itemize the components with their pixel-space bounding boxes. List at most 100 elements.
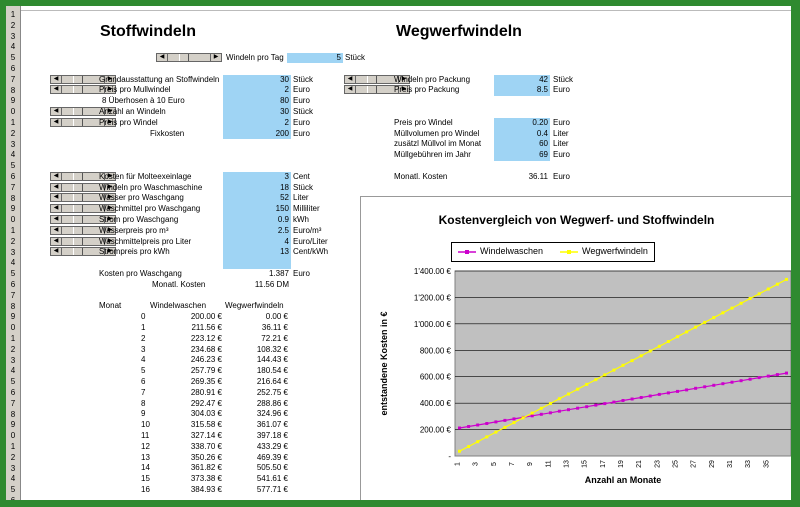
row-number: 2 xyxy=(10,20,16,30)
y-tick-label: 600.00 € xyxy=(420,373,452,382)
right-block1-scroll-0[interactable]: ◀ ▶ xyxy=(344,74,410,84)
kosten-pro-waschgang-value: 1.387 xyxy=(268,269,289,278)
series-marker-1 xyxy=(576,387,580,391)
scroll-left-icon[interactable]: ◀ xyxy=(345,86,356,94)
scroll-right-icon[interactable]: ▶ xyxy=(104,205,115,213)
scroll-thumb[interactable] xyxy=(73,86,83,94)
scroll-left-icon[interactable]: ◀ xyxy=(345,75,356,83)
table-row-monat: 13 xyxy=(141,452,150,462)
cost-chart[interactable]: Kostenvergleich von Wegwerf- und Stoffwi… xyxy=(360,196,791,500)
scroll-left-icon[interactable]: ◀ xyxy=(51,172,62,180)
scroll-right-icon[interactable]: ▶ xyxy=(104,237,115,245)
left-block2-scroll-3[interactable]: ◀ ▶ xyxy=(50,204,116,214)
row-number: 6 xyxy=(10,172,16,181)
scroll-right-icon[interactable]: ▶ xyxy=(104,172,115,180)
left-block2-label: Strompreis pro kWh xyxy=(99,247,170,257)
scroll-right-icon[interactable]: ▶ xyxy=(104,226,115,234)
scroll-thumb[interactable] xyxy=(73,75,83,83)
left-block2-scroll-5[interactable]: ◀ ▶ xyxy=(50,225,116,235)
row-number: 6 xyxy=(10,388,16,397)
scroll-left-icon[interactable]: ◀ xyxy=(51,108,62,115)
scroll-left-icon[interactable]: ◀ xyxy=(157,54,168,61)
left-block2-value: 150 xyxy=(275,204,289,214)
left-block2-scroll-2[interactable]: ◀ ▶ xyxy=(50,193,116,203)
scroll-left-icon[interactable]: ◀ xyxy=(51,75,62,83)
scroll-left-icon[interactable]: ◀ xyxy=(51,194,62,202)
table-row-monat: 16 xyxy=(141,485,150,494)
left-block2-label: Windeln pro Waschmaschine xyxy=(99,182,203,192)
scroll-right-icon[interactable]: ▶ xyxy=(104,86,115,94)
scroll-thumb[interactable] xyxy=(73,108,83,115)
table-row-stoff: 246.23 € xyxy=(190,355,222,365)
x-tick-label: 3 xyxy=(473,462,480,466)
scroll-thumb[interactable] xyxy=(73,205,83,213)
scroll-right-icon[interactable]: ▶ xyxy=(104,108,115,115)
scroll-right-icon[interactable]: ▶ xyxy=(104,248,115,256)
scroll-thumb[interactable] xyxy=(73,183,83,191)
left-block1-scroll-3[interactable]: ◀ ▶ xyxy=(50,107,116,116)
series-marker-1 xyxy=(694,325,698,329)
scroll-thumb[interactable] xyxy=(367,86,377,94)
row-number: 9 xyxy=(10,96,16,106)
scroll-right-icon[interactable]: ▶ xyxy=(104,216,115,223)
kosten-pro-waschgang-label: Kosten pro Waschgang xyxy=(99,269,182,278)
series-marker-1 xyxy=(785,277,788,281)
scroll-thumb[interactable] xyxy=(73,172,83,180)
left-block1-scroll-0[interactable]: ◀ ▶ xyxy=(50,74,116,84)
scroll-left-icon[interactable]: ◀ xyxy=(51,183,62,191)
scroll-thumb[interactable] xyxy=(73,248,83,256)
scroll-right-icon[interactable]: ▶ xyxy=(104,75,115,83)
scroll-left-icon[interactable]: ◀ xyxy=(51,216,62,223)
row-number: 6 xyxy=(10,64,16,73)
series-marker-0 xyxy=(612,400,616,404)
scroll-left-icon[interactable]: ◀ xyxy=(51,86,62,94)
row-number: 3 xyxy=(10,355,16,365)
scroll-right-icon[interactable]: ▶ xyxy=(104,183,115,191)
scroll-right-icon[interactable]: ▶ xyxy=(398,75,409,83)
scroll-thumb[interactable] xyxy=(73,194,83,202)
scroll-right-icon[interactable]: ▶ xyxy=(104,118,115,126)
scroll-right-icon[interactable]: ▶ xyxy=(210,54,221,61)
left-block2-scroll-0[interactable]: ◀ ▶ xyxy=(50,171,116,181)
right-block1-scroll-1[interactable]: ◀ ▶ xyxy=(344,85,410,95)
scroll-thumb[interactable] xyxy=(73,226,83,234)
table-row-monat: 6 xyxy=(141,377,146,386)
table-header-wegwerfwindeln: Wegwerfwindeln xyxy=(225,301,284,311)
scroll-left-icon[interactable]: ◀ xyxy=(51,237,62,245)
left-block2-label: Wasserpreis pro m³ xyxy=(99,225,169,235)
table-row-weg: 36.11 € xyxy=(261,323,288,332)
left-block1-scroll-1[interactable]: ◀ ▶ xyxy=(50,85,116,95)
scroll-thumb[interactable] xyxy=(367,75,377,83)
scroll-thumb[interactable] xyxy=(179,54,189,61)
left-block2-scroll-7[interactable]: ◀ ▶ xyxy=(50,247,116,257)
series-marker-0 xyxy=(603,402,607,406)
table-row-stoff: 315.58 € xyxy=(190,420,222,430)
scroll-left-icon[interactable]: ◀ xyxy=(51,205,62,213)
left-block1-label: Fixkosten xyxy=(150,128,185,138)
series-marker-0 xyxy=(757,376,761,380)
table-row-monat: 4 xyxy=(141,355,146,365)
scroll-thumb[interactable] xyxy=(73,118,83,126)
scroll-thumb[interactable] xyxy=(73,237,83,245)
left-block2-scroll-1[interactable]: ◀ ▶ xyxy=(50,182,116,192)
left-block1-scroll-4[interactable]: ◀ ▶ xyxy=(50,117,116,127)
scroll-right-icon[interactable]: ▶ xyxy=(398,86,409,94)
row-number: 1 xyxy=(10,442,16,451)
scroll-left-icon[interactable]: ◀ xyxy=(51,118,62,126)
table-row-monat: 15 xyxy=(141,474,150,484)
left-block2-scroll-6[interactable]: ◀ ▶ xyxy=(50,236,116,246)
series-marker-1 xyxy=(548,402,552,405)
scroll-left-icon[interactable]: ◀ xyxy=(51,248,62,256)
scroll-right-icon[interactable]: ▶ xyxy=(104,194,115,202)
scroll-left-icon[interactable]: ◀ xyxy=(51,226,62,234)
series-marker-0 xyxy=(557,409,561,413)
left-block2-scroll-4[interactable]: ◀ ▶ xyxy=(50,215,116,224)
scroll-thumb[interactable] xyxy=(73,216,83,223)
windeln-pro-tag-scroll[interactable]: ◀ ▶ xyxy=(156,53,222,62)
windeln-pro-tag-unit: Stück xyxy=(345,53,366,62)
row-number: 7 xyxy=(10,290,16,300)
heading-stoffwindeln: Stoffwindeln xyxy=(100,23,196,40)
row-number: 5 xyxy=(10,485,16,495)
left-block2-label: Wasser pro Waschgang xyxy=(99,193,184,203)
